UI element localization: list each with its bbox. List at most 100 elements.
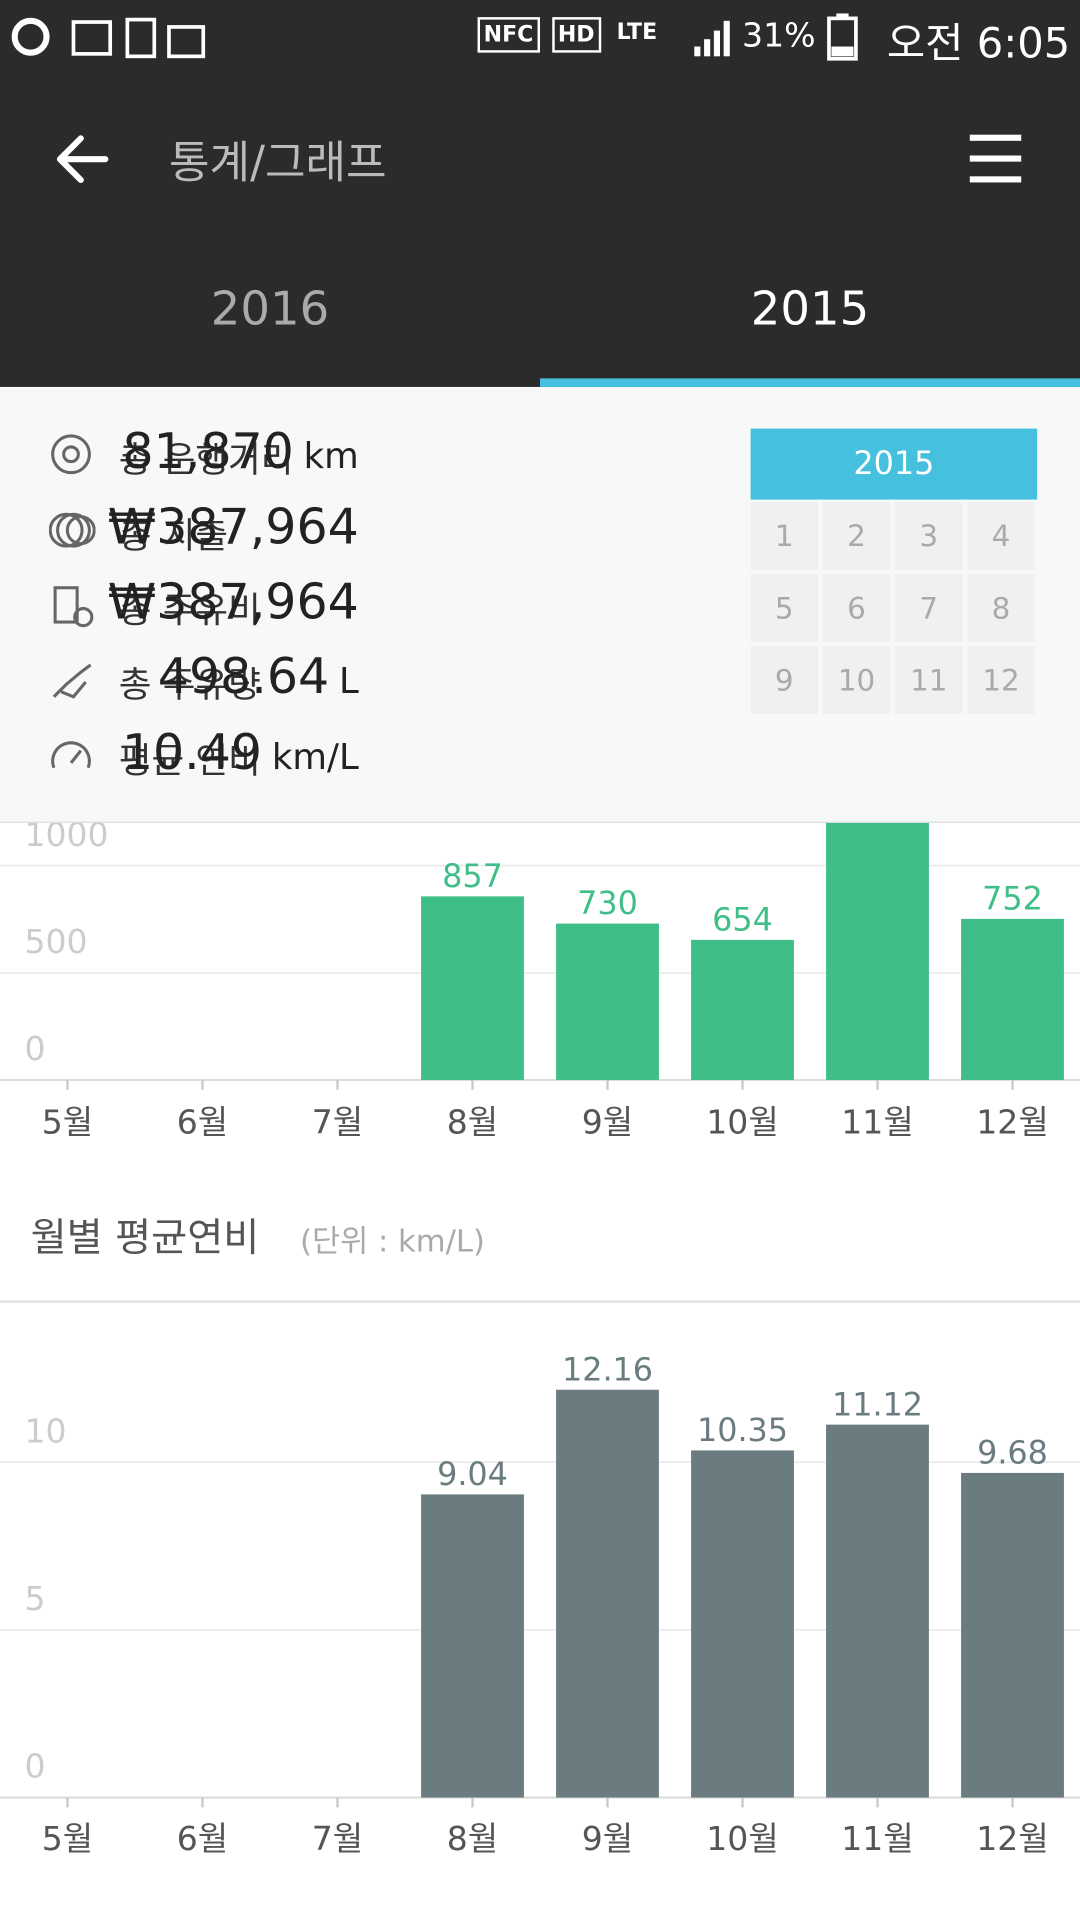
notification-icons [11, 17, 206, 59]
indicator: LTE [616, 19, 658, 46]
value: 81,870 [122, 423, 294, 481]
x-tick-label: 10월 [706, 1103, 778, 1142]
value: ₩387,964 [107, 499, 359, 556]
app-bar: NFC HD LTE 31% 오전 6:05 통계/그래프 2016 2015 [0, 0, 1080, 387]
y-tick-label: 10 [24, 1411, 66, 1450]
month-cell[interactable]: 3 [895, 502, 963, 570]
chart-subtitle: (단위 : km/L) [300, 1224, 485, 1259]
month-cell[interactable]: 12 [967, 646, 1035, 714]
month-cell[interactable]: 10 [822, 646, 891, 714]
clock: 오전 6:05 [886, 19, 1071, 69]
month-cell[interactable]: 2 [822, 502, 891, 570]
row-icon [48, 512, 96, 548]
screen-title: 통계/그래프 [168, 138, 387, 189]
value-label: 654 [712, 900, 773, 938]
bar [961, 1472, 1064, 1798]
indicator: HD [551, 17, 601, 53]
battery-icon [827, 13, 858, 61]
calendar-year[interactable]: 2015 [750, 428, 1038, 500]
y-tick-label: 500 [24, 922, 87, 961]
summary-panel: 총 운행거리 81,870 km 총 지출 ₩387,964 총 주유비 ₩387,964 총… [0, 386, 1080, 823]
row-label: 총 운행거리 [118, 438, 294, 481]
month-cell[interactable]: 4 [967, 502, 1035, 570]
value-label: 12.16 [562, 1350, 653, 1388]
month-cell[interactable]: 9 [750, 646, 818, 714]
unit: km/L [271, 735, 359, 778]
month-cell[interactable]: 7 [895, 574, 963, 642]
bar [421, 1494, 524, 1798]
row-label: 총 주유량 [118, 663, 261, 706]
bar [961, 918, 1064, 1081]
menu-button[interactable] [967, 132, 1023, 186]
unit: L [338, 660, 359, 702]
row-icon [52, 663, 92, 699]
row-value: ₩387,964 [108, 500, 359, 556]
month-cell[interactable]: 1 [750, 502, 818, 570]
battery-text: 31% [742, 17, 816, 56]
month-cell[interactable]: 11 [895, 646, 963, 714]
tab-indicator [540, 378, 1080, 387]
x-tick-label: 9월 [582, 1103, 633, 1142]
indicators: NFC HD LTE [477, 17, 661, 53]
row-value: ₩387,964 [108, 574, 359, 630]
x-tick-label: 12월 [976, 1819, 1048, 1858]
row-label: 평균 연비 [118, 739, 261, 782]
y-tick-label: 0 [24, 1029, 45, 1068]
summary-list: 총 운행거리 81,870 km 총 지출 ₩387,964 총 주유비 ₩387,964 총… [0, 387, 735, 822]
x-tick-label: 7월 [312, 1819, 363, 1858]
x-tick-label: 11월 [841, 1819, 913, 1858]
value-label: 11.12 [832, 1385, 923, 1423]
month-cell[interactable]: 6 [822, 574, 891, 642]
indicator: NFC [477, 17, 540, 53]
x-tick-label: 6월 [177, 1819, 228, 1858]
tab[interactable]: 2016 [210, 281, 330, 336]
bar [826, 1424, 929, 1798]
month-grid: 1 2 3 4 5 6 7 8 9 10 11 12 [750, 502, 1038, 716]
x-tick-label: 10월 [706, 1819, 778, 1858]
value-label: 9.68 [977, 1434, 1048, 1472]
row-value: 498.64 L [158, 649, 359, 705]
value-label: 9.04 [437, 1455, 508, 1493]
unit: km [303, 434, 359, 477]
row-icon [51, 434, 91, 475]
x-tick-label: 5월 [42, 1819, 93, 1858]
value-label: 10.35 [697, 1411, 788, 1449]
value-label: 752 [982, 879, 1043, 917]
tab[interactable]: 2015 [750, 281, 870, 336]
x-tick-label: 6월 [177, 1103, 228, 1142]
x-tick-label: 5월 [42, 1103, 93, 1142]
x-tick-label: 11월 [841, 1103, 913, 1142]
y-tick-label: 5 [24, 1579, 45, 1618]
bar [826, 812, 929, 1081]
back-button[interactable] [49, 129, 118, 190]
bar [421, 896, 524, 1081]
row-label: 총 주유비 [118, 588, 261, 631]
row-value: 81,870 km [122, 424, 358, 480]
value-label: 730 [577, 884, 638, 922]
value-label: 857 [442, 857, 503, 895]
x-tick-label: 7월 [312, 1103, 363, 1142]
value: 498.64 [157, 648, 330, 706]
x-tick-label: 12월 [976, 1103, 1048, 1142]
chart-title: 월별 평균연비 [31, 1216, 260, 1261]
month-cell[interactable]: 5 [750, 574, 818, 642]
value: ₩387,964 [107, 574, 359, 631]
bar [556, 1389, 659, 1798]
bar [691, 939, 794, 1081]
row-value: 10.49 km/L [122, 725, 359, 781]
bar [556, 923, 659, 1081]
y-tick-label: 0 [24, 1747, 45, 1786]
status-bar: NFC HD LTE 31% 오전 6:05 [0, 0, 1080, 71]
row-icon [53, 586, 94, 628]
x-tick-label: 8월 [447, 1819, 498, 1858]
value: 10.49 [121, 724, 263, 782]
signal-icon [694, 20, 730, 57]
row-label: 총 지출 [118, 514, 229, 556]
x-tick-label: 8월 [447, 1103, 498, 1142]
bar [691, 1450, 794, 1798]
tab-bar: 2016 2015 [0, 239, 1080, 387]
month-cell[interactable]: 8 [967, 574, 1035, 642]
